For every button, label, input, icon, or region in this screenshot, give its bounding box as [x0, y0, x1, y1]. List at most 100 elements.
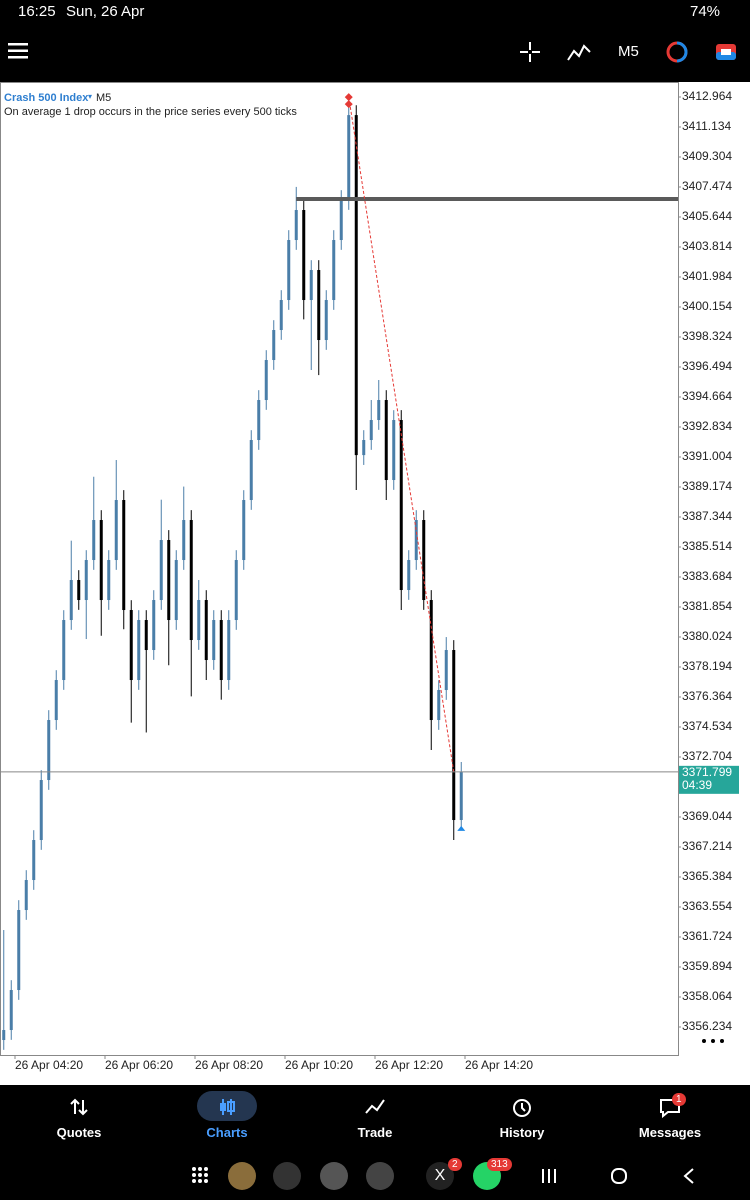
candle-body — [302, 210, 306, 301]
y-tick-label: 3401.984 — [682, 269, 732, 283]
trade-button[interactable] — [714, 40, 738, 64]
candle-body — [429, 600, 433, 721]
candle-body — [444, 650, 448, 691]
back-button[interactable] — [682, 1167, 696, 1185]
x-tick-label: 26 Apr 14:20 — [465, 1058, 533, 1072]
y-tick-label: 3411.134 — [682, 119, 731, 133]
nav-label: Quotes — [56, 1125, 102, 1140]
bottom-nav: Quotes Charts Trade History 1 Messages — [0, 1085, 750, 1150]
candle-body — [2, 1030, 6, 1041]
candle-body — [182, 520, 186, 561]
candle-body — [32, 840, 36, 881]
app-icon[interactable] — [366, 1162, 394, 1190]
candle-body — [234, 560, 238, 621]
y-tick-label: 3376.364 — [682, 689, 732, 703]
candle-body — [204, 600, 208, 661]
chart-title: Crash 500 Index — [4, 92, 89, 104]
chart-subtitle: On average 1 drop occurs in the price se… — [4, 106, 297, 118]
timeframe-button[interactable]: M5 — [618, 43, 639, 60]
y-tick-label: 3409.304 — [682, 149, 732, 163]
home-button[interactable] — [610, 1167, 628, 1185]
y-tick-label: 3412.964 — [682, 89, 732, 103]
candle-body — [39, 780, 43, 841]
y-tick-label: 3383.684 — [682, 569, 732, 583]
trade-marker — [344, 93, 353, 102]
candle-body — [347, 115, 351, 201]
candle-body — [264, 360, 268, 401]
x-badge: 2 — [448, 1158, 462, 1171]
candle-body — [257, 400, 261, 441]
title-dot: ▾ — [88, 92, 92, 101]
nav-messages[interactable]: 1 Messages — [610, 1085, 730, 1140]
candle-body — [384, 400, 388, 481]
candle-body — [362, 440, 366, 456]
candle-body — [84, 560, 88, 601]
chart-timeframe: M5 — [96, 92, 111, 104]
candle-body — [62, 620, 66, 681]
candle-body — [294, 210, 298, 241]
y-tick-label: 3392.834 — [682, 419, 732, 433]
y-tick-label: 3363.554 — [682, 899, 732, 913]
candle-body — [369, 420, 373, 441]
y-tick-label: 3358.064 — [682, 989, 732, 1003]
y-tick-label: 3391.004 — [682, 449, 732, 463]
y-tick-label: 3405.644 — [682, 209, 732, 223]
candle-body — [167, 540, 171, 621]
candle-body — [339, 200, 343, 241]
trade-marker — [344, 100, 353, 109]
app-icon[interactable] — [228, 1162, 256, 1190]
candle-body — [459, 771, 463, 821]
candle-body — [189, 520, 193, 641]
x-tick-label: 26 Apr 10:20 — [285, 1058, 353, 1072]
trade-marker — [457, 825, 466, 831]
clock: 16:25 — [18, 3, 56, 20]
candle-body — [114, 500, 118, 561]
nav-quotes[interactable]: Quotes — [19, 1085, 139, 1140]
x-tick-label: 26 Apr 08:20 — [195, 1058, 263, 1072]
y-tick-label: 3367.214 — [682, 839, 732, 853]
nav-trade[interactable]: Trade — [315, 1085, 435, 1140]
candle-body — [99, 520, 103, 601]
candle-body — [197, 600, 201, 641]
menu-button[interactable] — [8, 42, 30, 60]
apps-button[interactable] — [190, 1165, 210, 1185]
app-icon[interactable] — [273, 1162, 301, 1190]
nav-history[interactable]: History — [462, 1085, 582, 1140]
indicators-button[interactable] — [566, 40, 592, 64]
candle-body — [414, 520, 418, 561]
y-tick-label: 3398.324 — [682, 329, 732, 343]
y-tick-label: 3372.704 — [682, 749, 732, 763]
candle-body — [24, 880, 28, 911]
y-tick-label: 3365.384 — [682, 869, 732, 883]
candle-body — [47, 720, 51, 781]
messages-badge: 1 — [672, 1093, 686, 1106]
candle-body — [317, 270, 321, 341]
y-tick-label: 3407.474 — [682, 179, 732, 193]
y-tick-label: 3356.234 — [682, 1019, 732, 1033]
candle-body — [69, 580, 73, 621]
app-icon[interactable] — [320, 1162, 348, 1190]
more-dot — [702, 1039, 706, 1043]
candle-body — [152, 600, 156, 651]
candle-body — [332, 240, 336, 301]
date: Sun, 26 Apr — [66, 3, 145, 20]
crosshair-button[interactable] — [518, 40, 542, 64]
nav-charts[interactable]: Charts — [167, 1085, 287, 1140]
candle-body — [77, 580, 81, 601]
candle-body — [279, 300, 283, 331]
y-tick-label: 3359.894 — [682, 959, 732, 973]
candle-body — [354, 115, 358, 456]
x-tick-label: 26 Apr 12:20 — [375, 1058, 443, 1072]
candle-body — [407, 560, 411, 591]
candle-body — [122, 500, 126, 611]
current-price-label: 3371.799 — [682, 765, 732, 779]
candle-body — [9, 990, 13, 1031]
y-tick-label: 3394.664 — [682, 389, 732, 403]
objects-button[interactable] — [665, 40, 689, 64]
whatsapp-badge: 313 — [487, 1158, 512, 1171]
candle-body — [377, 400, 381, 421]
recents-button[interactable] — [540, 1167, 558, 1185]
more-dot — [711, 1039, 715, 1043]
x-tick-label: 26 Apr 06:20 — [105, 1058, 173, 1072]
